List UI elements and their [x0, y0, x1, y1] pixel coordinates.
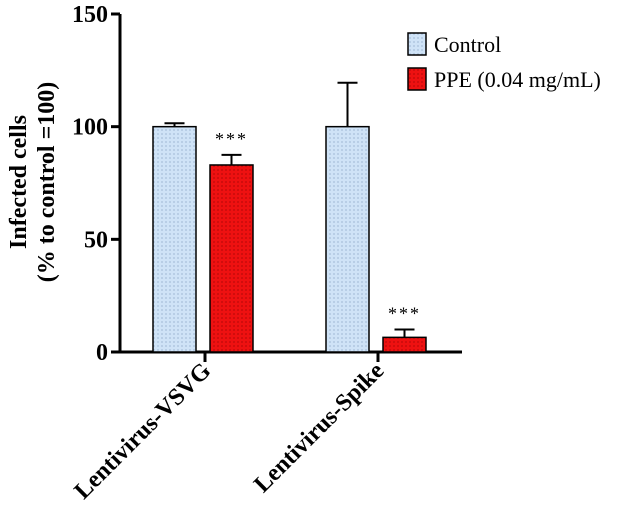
legend-label-ppe: PPE (0.04 mg/mL)	[434, 67, 601, 92]
bar-control-spike	[325, 125, 370, 353]
y-axis-label-line-1: Infected cells	[6, 115, 32, 249]
y-tick-label: 150	[72, 2, 108, 28]
significance-label: ***	[215, 129, 248, 149]
x-category-label: Lentivirus-Spike	[249, 358, 389, 498]
bars: *** ***	[152, 81, 427, 353]
category-labels: Lentivirus-VSVG Lentivirus-Spike	[70, 358, 390, 505]
bar-ppe-spike	[382, 336, 427, 353]
legend: Control PPE (0.04 mg/mL)	[407, 32, 601, 92]
bar-ppe-vsvg	[209, 164, 254, 353]
significance-label: ***	[388, 303, 421, 323]
legend-swatch-ppe	[407, 67, 427, 91]
y-tick-label: 0	[96, 340, 108, 366]
y-tick-label: 50	[84, 227, 108, 253]
y-tick-label: 100	[72, 115, 108, 141]
legend-label-control: Control	[434, 32, 501, 57]
legend-swatch-control	[407, 32, 427, 56]
y-axis-label-line-2: (% to control =100)	[34, 82, 60, 283]
x-category-label: Lentivirus-VSVG	[70, 358, 217, 505]
bar-control-vsvg	[152, 125, 197, 353]
y-axis-label: Infected cells (% to control =100)	[6, 82, 60, 283]
